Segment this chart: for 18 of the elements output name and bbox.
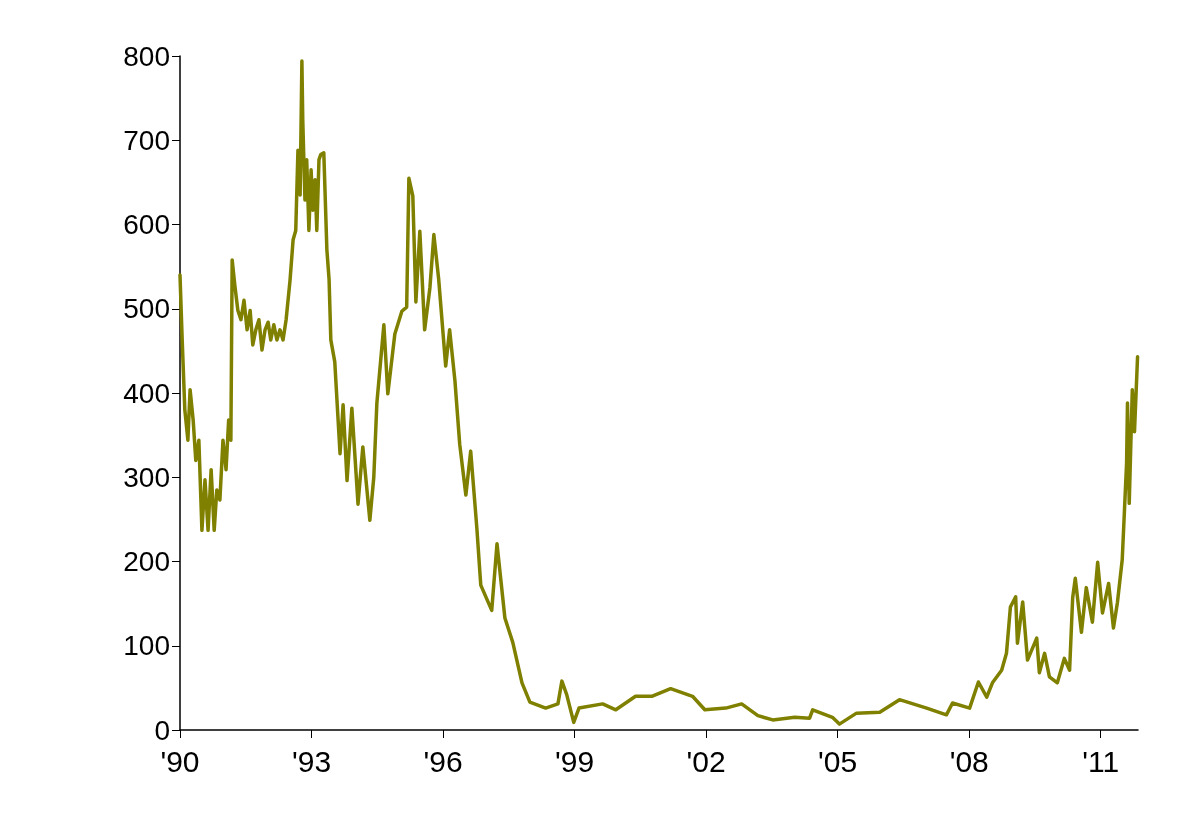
y-tick-label: 400 [123, 377, 170, 409]
y-tick-label: 500 [123, 293, 170, 325]
y-tick-label: 200 [123, 546, 170, 577]
x-tick-label: '96 [423, 744, 463, 778]
x-tick-label: '99 [555, 744, 595, 778]
x-tick-label: '90 [160, 744, 200, 778]
y-tick-label: 600 [123, 209, 170, 240]
y-tick-label: 0 [154, 714, 170, 746]
y-tick-label: 700 [123, 124, 170, 156]
x-tick-label: '93 [291, 744, 332, 778]
y-tick-label: 300 [123, 461, 170, 493]
line-series [178, 59, 1140, 726]
x-tick-label: '11 [1082, 744, 1120, 778]
x-tick-label: '02 [686, 744, 726, 778]
x-tick-label: '08 [949, 744, 989, 778]
y-tick-label: 100 [123, 630, 170, 662]
y-tick-label: 800 [123, 40, 170, 72]
x-tick-label: '05 [818, 744, 858, 778]
